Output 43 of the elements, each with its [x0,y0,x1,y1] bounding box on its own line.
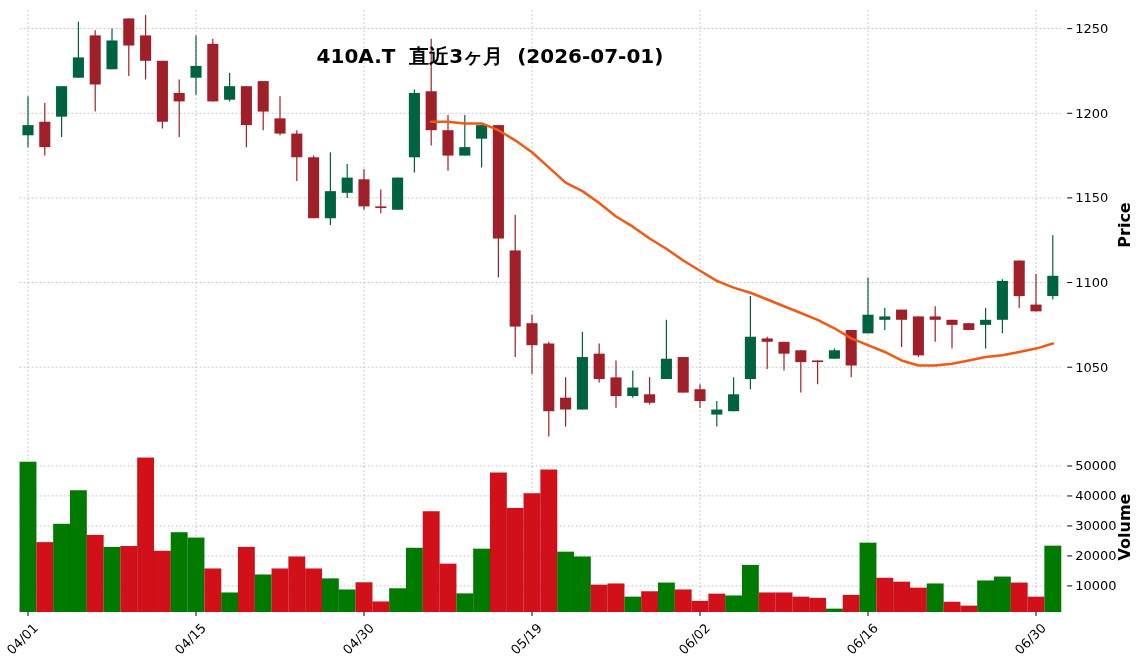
candlestick [728,376,740,412]
candlestick [627,369,639,399]
candlestick [896,309,908,348]
y-tick-label: 10000 [1075,578,1117,594]
candlestick [173,78,185,138]
candlestick [778,341,790,372]
candlestick [1030,273,1042,312]
candlestick [190,34,202,96]
candlestick [761,336,773,370]
candlestick [879,307,891,331]
candlestick [694,383,706,409]
candlestick [980,307,992,350]
y-tick-label: 20000 [1075,548,1117,564]
y-tick-label: 1100 [1075,275,1109,291]
y-tick-label: 1050 [1075,359,1109,375]
candlestick [476,124,488,169]
candlestick [1047,234,1059,301]
candlestick [274,95,286,136]
candlestick [375,188,387,214]
candlestick [224,72,236,103]
y-tick-label: 1150 [1075,190,1109,206]
candlestick [929,305,941,343]
candlestick [459,114,471,157]
candlestick [291,129,303,182]
candlestick [660,319,672,380]
y-tick-label: 40000 [1075,488,1117,504]
candlestick [610,359,622,409]
y-tick-label: 1250 [1075,21,1109,37]
candlestick [711,400,723,428]
y-tick-label: 50000 [1075,458,1117,474]
y-axis-title: Price [1114,202,1134,248]
candlestick [341,163,353,199]
candlestick [72,21,84,79]
y-tick-label: 1200 [1075,105,1109,121]
candlestick [526,314,538,375]
candlestick [22,95,34,148]
y-tick-label: 30000 [1075,518,1117,534]
candlestick [812,359,824,385]
candlestick [795,349,807,394]
candlestick [946,319,958,350]
candlestick [560,376,572,428]
candlestick [862,276,874,334]
candlestick [644,376,656,406]
